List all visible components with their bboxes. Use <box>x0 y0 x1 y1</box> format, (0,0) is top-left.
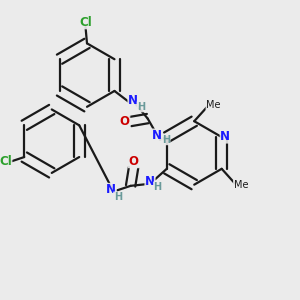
Text: N: N <box>106 184 116 196</box>
Text: N: N <box>128 94 138 107</box>
Text: O: O <box>120 115 130 128</box>
Text: Cl: Cl <box>79 16 92 29</box>
Text: Cl: Cl <box>0 155 12 168</box>
Text: Me: Me <box>234 180 248 190</box>
Text: O: O <box>129 155 139 168</box>
Text: H: H <box>114 192 122 202</box>
Text: H: H <box>162 135 170 145</box>
Text: N: N <box>152 129 162 142</box>
Text: H: H <box>137 102 145 112</box>
Text: N: N <box>220 130 230 143</box>
Text: Me: Me <box>206 100 220 110</box>
Text: N: N <box>145 175 155 188</box>
Text: H: H <box>154 182 162 192</box>
